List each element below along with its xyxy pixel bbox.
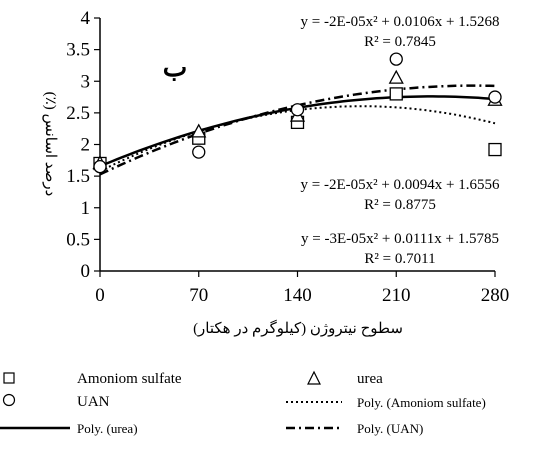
- y-tick-label: 2: [81, 135, 91, 156]
- marker-circle: [290, 103, 305, 117]
- panel-label: ب: [163, 53, 187, 82]
- x-ticks: 0 70 140 210 280: [95, 271, 509, 306]
- y-tick-label: 3.5: [66, 40, 90, 61]
- legend-label-urea: urea: [357, 371, 383, 387]
- legend-label-poly-uan: Poly. (UAN): [357, 421, 423, 436]
- y-axis-title: درصد اسانس (٪): [42, 92, 58, 197]
- y-tick-label: 2.5: [66, 103, 90, 124]
- amoniom-equation: y = -3E-05x² + 0.0111x + 1.5785: [301, 231, 499, 247]
- y-tick-label: 1.5: [66, 166, 90, 187]
- y-tick-label: 4: [81, 8, 91, 29]
- legend-marker-triangle: [307, 370, 321, 385]
- urea-r2: R² = 0.8775: [364, 197, 436, 213]
- uan-r2: R² = 0.7845: [364, 34, 436, 50]
- legend-label-poly-amoniom: Poly. (Amoniom sulfate): [357, 395, 486, 410]
- x-tick-label: 140: [283, 285, 312, 306]
- marker-triangle: [388, 69, 404, 84]
- legend-label-amoniom-sulfate: Amoniom sulfate: [77, 371, 182, 387]
- x-tick-label: 0: [95, 285, 105, 306]
- y-tick-label: 1: [81, 198, 91, 219]
- uan-equation: y = -2E-05x² + 0.0106x + 1.5268: [300, 14, 499, 30]
- legend-label-poly-urea: Poly. (urea): [77, 421, 138, 436]
- marker-triangle: [191, 123, 207, 138]
- legend: Amoniom sulfate urea UAN Poly. (Amoniom …: [0, 370, 486, 436]
- marker-circle: [488, 90, 502, 104]
- trendlines: [99, 84, 496, 176]
- marker-circle: [93, 159, 107, 174]
- y-ticks: 0 0.5 1 1.5 2 2.5 3 3.5 4: [66, 8, 100, 282]
- legend-marker-square: [3, 372, 15, 384]
- legend-label-uan: UAN: [77, 394, 110, 410]
- marker-circle: [389, 52, 403, 66]
- x-tick-label: 280: [481, 285, 510, 306]
- trendline-dashdot: [99, 84, 496, 176]
- y-tick-label: 0.5: [66, 229, 90, 250]
- marker-circle: [192, 145, 206, 159]
- x-axis-title: سطوح نیتروژن (کیلوگرم در هکتار): [193, 319, 403, 337]
- marker-square: [389, 87, 403, 101]
- urea-equation: y = -2E-05x² + 0.0094x + 1.6556: [300, 177, 500, 193]
- amoniom-r2: R² = 0.7011: [364, 251, 435, 267]
- y-tick-label: 3: [81, 71, 91, 92]
- x-tick-label: 210: [382, 285, 411, 306]
- marker-square: [488, 142, 502, 157]
- y-tick-label: 0: [81, 261, 91, 282]
- x-tick-label: 70: [189, 285, 208, 306]
- legend-marker-circle: [2, 393, 16, 407]
- markers: [92, 52, 503, 174]
